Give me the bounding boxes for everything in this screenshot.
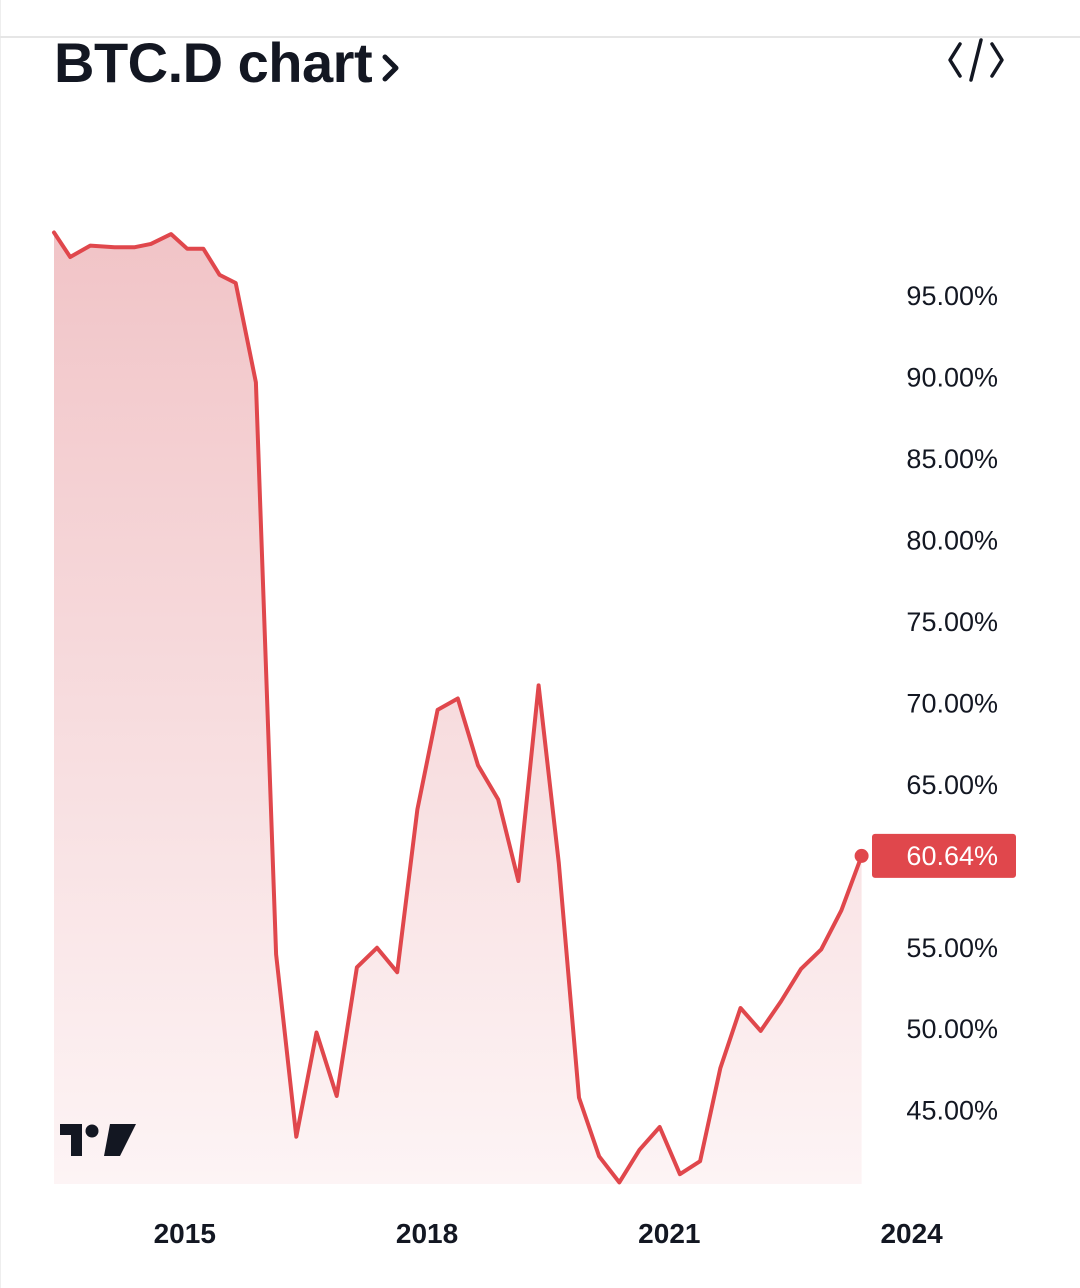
y-tick-label: 50.00%: [906, 1014, 998, 1044]
left-edge: [0, 0, 1, 1288]
y-tick-label: 45.00%: [906, 1096, 998, 1126]
y-tick-label: 70.00%: [906, 688, 998, 718]
last-value-label: 60.64%: [906, 841, 998, 871]
series-area: [54, 232, 862, 1184]
y-tick-label: 85.00%: [906, 444, 998, 474]
y-tick-label: 90.00%: [906, 363, 998, 393]
last-value-tag: [872, 833, 1016, 878]
x-tick-label: 2018: [396, 1218, 458, 1249]
x-tick-label: 2024: [880, 1218, 943, 1249]
chart-title: BTC.D chart: [54, 31, 373, 94]
series-line: [52, 230, 864, 1185]
y-tick-label: 95.00%: [906, 281, 998, 311]
code-embed-icon[interactable]: [944, 36, 1008, 84]
chevron-right-icon: [382, 54, 399, 81]
y-tick-label: 75.00%: [906, 607, 998, 637]
y-tick-label: 65.00%: [906, 770, 998, 800]
x-tick-label: 2021: [638, 1218, 700, 1249]
top-divider: [0, 36, 1080, 38]
tradingview-logo: [60, 1124, 136, 1156]
x-tick-label: 2015: [154, 1218, 216, 1249]
y-tick-label: 80.00%: [906, 525, 998, 555]
y-tick-label: 55.00%: [906, 933, 998, 963]
chart-header-link[interactable]: BTC.D chart: [54, 30, 402, 95]
last-value-point: [854, 848, 869, 863]
